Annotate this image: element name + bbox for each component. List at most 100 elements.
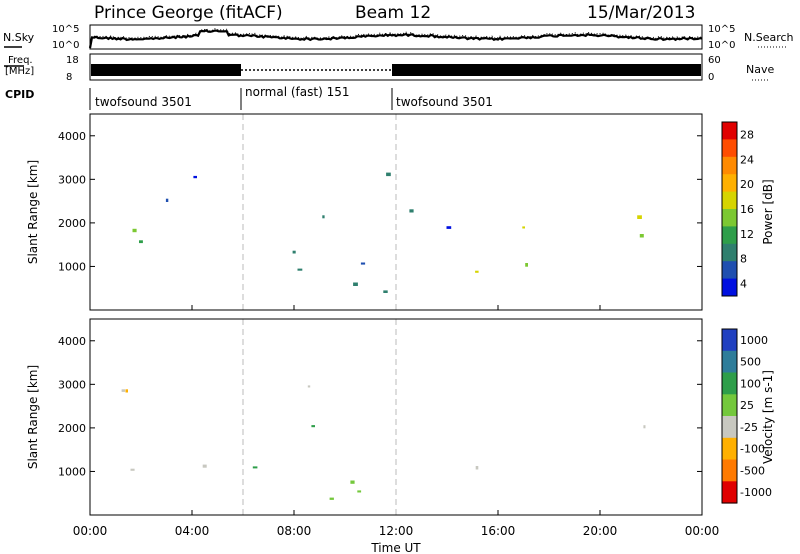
- colorbar-band-1-4: [722, 416, 737, 439]
- cell-1-3-3: [357, 490, 362, 493]
- cell-1-3-4: [307, 385, 311, 388]
- colorbar-tick-1-2: 100: [740, 377, 761, 390]
- colorbar-band-0-4: [722, 191, 737, 210]
- xtick-label-0: 00:00: [73, 524, 108, 538]
- ytick-label-0-3: 4000: [58, 130, 86, 143]
- cell-0-3-4: [292, 250, 296, 254]
- power-panel-bg: [90, 114, 702, 310]
- ytick-label-1-3: 4000: [58, 335, 86, 348]
- cell-1-3-1: [252, 466, 258, 469]
- colorbar-band-1-1: [722, 350, 737, 374]
- colorbar-tick-1-4: -25: [740, 421, 758, 434]
- colorbar-frame-0: [721, 121, 738, 297]
- colorbar-tick-0-5: 8: [740, 253, 747, 266]
- cell-1-0-0: [130, 468, 135, 471]
- colorbar-band-0-1: [722, 139, 737, 158]
- cpid-segment-2: normal (fast) 151: [245, 85, 349, 99]
- cell-1-3-0: [311, 425, 315, 428]
- nsky-tick-high-left: 10^5: [52, 24, 79, 35]
- freq-tick-low: 8: [66, 72, 72, 83]
- colorbar-band-1-7: [722, 481, 737, 504]
- colorbar-band-0-5: [722, 209, 737, 227]
- nsearch-label: N.Search: [744, 31, 794, 44]
- beam-label: Beam 12: [355, 3, 431, 23]
- nsky-tick-high-right: 10^5: [708, 24, 735, 35]
- cell-0-6-1: [637, 215, 642, 219]
- colorbar-frame-1: [721, 328, 738, 504]
- power-colorbar: 28 24 20 16 12 8 4: [721, 121, 754, 297]
- colorbar-tick-0-1: 24: [740, 153, 754, 166]
- freq-label-line2: [MHz]: [5, 66, 34, 77]
- cell-0-5-0: [386, 172, 391, 177]
- colorbar-band-1-3: [722, 394, 737, 417]
- cpid-label: CPID: [5, 88, 34, 101]
- colorbar-tick-0-4: 12: [740, 228, 754, 241]
- cell-0-5-1: [446, 226, 452, 229]
- cell-0-5-3: [409, 209, 414, 213]
- cell-0-6-3: [475, 270, 479, 273]
- freq-block-3: [392, 64, 701, 76]
- cpid-segment-3: twofsound 3501: [396, 95, 493, 109]
- cell-0-0-0: [132, 228, 137, 233]
- xtick-label-6: 00:00: [685, 524, 720, 538]
- cell-1-3-5: [350, 480, 355, 484]
- colorbar-band-1-2: [722, 372, 737, 395]
- ytick-label-0-2: 3000: [58, 173, 86, 186]
- nsky-label: N.Sky: [3, 31, 35, 44]
- colorbar-tick-1-0: 1000: [740, 334, 768, 347]
- xtick-label-3: 12:00: [379, 524, 414, 538]
- cell-0-3-3: [353, 282, 358, 286]
- power-ylabel: Slant Range [km]: [26, 160, 40, 264]
- cell-0-1-0: [193, 175, 197, 179]
- colorbar-band-1-5: [722, 437, 737, 461]
- velocity-panel-frame: [89, 318, 703, 516]
- ytick-label-1-1: 2000: [58, 422, 86, 435]
- colorbar-band-0-7: [722, 243, 737, 262]
- nave-label: Nave: [746, 63, 774, 76]
- x-axis-label: Time UT: [370, 541, 421, 554]
- xtick-label-4: 16:00: [481, 524, 516, 538]
- colorbar-band-0-6: [722, 226, 737, 245]
- colorbar-tick-1-5: -100: [740, 443, 765, 456]
- cell-1-2-0: [121, 389, 126, 392]
- nsky-tick-low-left: 10^0: [52, 40, 79, 51]
- cell-0-3-1: [322, 215, 325, 219]
- x-tick-labels: 00:00 04:00 08:00 12:00 16:00 20:00 00:00: [73, 524, 720, 538]
- cell-1-4-1: [475, 466, 479, 470]
- colorbar-tick-0-0: 28: [740, 128, 754, 141]
- colorbar-tick-1-7: -1000: [740, 486, 772, 499]
- cell-0-6-2: [639, 234, 644, 238]
- nsky-panel: [89, 24, 703, 50]
- power-panel-frame: [89, 113, 703, 311]
- velocity-data-layer: [121, 385, 646, 500]
- colorbar-band-1-6: [722, 459, 737, 482]
- velocity-ylabel: Slant Range [km]: [26, 365, 40, 469]
- xtick-label-1: 04:00: [175, 524, 210, 538]
- colorbar-band-1-0: [722, 329, 737, 352]
- colorbar-band-0-0: [722, 122, 737, 140]
- station-title: Prince George (fitACF): [94, 3, 283, 23]
- nsky-trace: [88, 29, 703, 49]
- colorbar-band-0-2: [722, 156, 737, 175]
- freq-label-line1: Freq.: [8, 55, 33, 66]
- nsky-tick-low-right: 10^0: [708, 40, 735, 51]
- cell-0-6-4: [525, 263, 528, 267]
- colorbar-tick-1-1: 500: [740, 356, 761, 369]
- colorbar-tick-0-6: 4: [740, 278, 747, 291]
- freq-tick-high: 18: [66, 55, 79, 66]
- cell-0-3-0: [360, 262, 366, 265]
- freq-block-1: [91, 64, 241, 76]
- velocity-colorbar: 1000 500 100 25 -25 -100 -500 -1000: [721, 328, 772, 504]
- velocity-colorbar-label: Velocity [m s-1]: [761, 370, 775, 464]
- ytick-label-0-0: 1000: [58, 260, 86, 273]
- power-colorbar-label: Power [dB]: [761, 179, 775, 244]
- colorbar-band-0-9: [722, 278, 737, 297]
- colorbar-tick-0-2: 20: [740, 178, 754, 191]
- velocity-panel-bg: [90, 319, 702, 515]
- cell-1-1-0: [202, 464, 207, 468]
- velocity-axis: 1000 2000 3000 4000: [58, 319, 703, 515]
- nave-tick-low: 0: [708, 72, 714, 83]
- ytick-label-1-0: 1000: [58, 465, 86, 478]
- power-axis: 1000 2000 3000 4000: [58, 114, 703, 310]
